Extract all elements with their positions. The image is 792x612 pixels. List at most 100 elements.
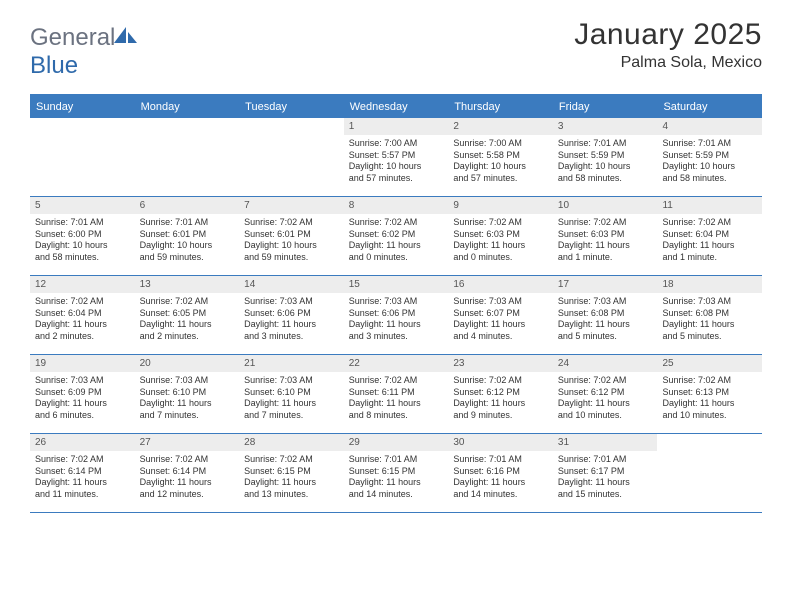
day-info: Sunrise: 7:03 AMSunset: 6:10 PMDaylight:… (239, 372, 344, 426)
day-sunrise: Sunrise: 7:01 AM (453, 454, 548, 466)
day-sunset: Sunset: 6:15 PM (349, 466, 444, 478)
day-info: Sunrise: 7:03 AMSunset: 6:06 PMDaylight:… (239, 293, 344, 347)
day-day1: Daylight: 11 hours (453, 398, 548, 410)
day-sunset: Sunset: 6:15 PM (244, 466, 339, 478)
day-sunrise: Sunrise: 7:02 AM (140, 454, 235, 466)
day-cell: 3Sunrise: 7:01 AMSunset: 5:59 PMDaylight… (553, 118, 658, 196)
day-day2: and 12 minutes. (140, 489, 235, 501)
week-row: 5Sunrise: 7:01 AMSunset: 6:00 PMDaylight… (30, 197, 762, 276)
day-sunrise: Sunrise: 7:02 AM (662, 375, 757, 387)
day-number: 6 (135, 197, 240, 214)
day-day1: Daylight: 11 hours (662, 319, 757, 331)
day-header-mon: Monday (135, 96, 240, 118)
day-info: Sunrise: 7:00 AMSunset: 5:58 PMDaylight:… (448, 135, 553, 189)
day-cell: 6Sunrise: 7:01 AMSunset: 6:01 PMDaylight… (135, 197, 240, 275)
day-day2: and 13 minutes. (244, 489, 339, 501)
day-day2: and 8 minutes. (349, 410, 444, 422)
day-sunrise: Sunrise: 7:03 AM (244, 375, 339, 387)
day-sunset: Sunset: 6:00 PM (35, 229, 130, 241)
day-number: 30 (448, 434, 553, 451)
day-header-wed: Wednesday (344, 96, 449, 118)
day-info: Sunrise: 7:03 AMSunset: 6:08 PMDaylight:… (553, 293, 658, 347)
day-number: 3 (553, 118, 658, 135)
day-day1: Daylight: 11 hours (453, 240, 548, 252)
day-cell: 5Sunrise: 7:01 AMSunset: 6:00 PMDaylight… (30, 197, 135, 275)
day-number: 8 (344, 197, 449, 214)
day-day2: and 1 minute. (558, 252, 653, 264)
day-day2: and 7 minutes. (244, 410, 339, 422)
day-number: 14 (239, 276, 344, 293)
week-row: 12Sunrise: 7:02 AMSunset: 6:04 PMDayligh… (30, 276, 762, 355)
day-day2: and 15 minutes. (558, 489, 653, 501)
day-day2: and 1 minute. (662, 252, 757, 264)
day-number: 7 (239, 197, 344, 214)
day-info: Sunrise: 7:02 AMSunset: 6:12 PMDaylight:… (553, 372, 658, 426)
week-row: 1Sunrise: 7:00 AMSunset: 5:57 PMDaylight… (30, 118, 762, 197)
calendar: Sunday Monday Tuesday Wednesday Thursday… (30, 94, 762, 513)
day-sunrise: Sunrise: 7:02 AM (35, 296, 130, 308)
day-day2: and 58 minutes. (662, 173, 757, 185)
day-number: 12 (30, 276, 135, 293)
day-info: Sunrise: 7:02 AMSunset: 6:14 PMDaylight:… (135, 451, 240, 505)
day-sunrise: Sunrise: 7:00 AM (349, 138, 444, 150)
day-number: 26 (30, 434, 135, 451)
day-header-tue: Tuesday (239, 96, 344, 118)
day-day1: Daylight: 11 hours (558, 240, 653, 252)
day-day1: Daylight: 11 hours (35, 398, 130, 410)
day-info: Sunrise: 7:02 AMSunset: 6:15 PMDaylight:… (239, 451, 344, 505)
day-day1: Daylight: 11 hours (558, 319, 653, 331)
day-sunset: Sunset: 6:10 PM (244, 387, 339, 399)
day-info: Sunrise: 7:02 AMSunset: 6:04 PMDaylight:… (657, 214, 762, 268)
day-header-row: Sunday Monday Tuesday Wednesday Thursday… (30, 96, 762, 118)
day-number: 22 (344, 355, 449, 372)
day-day1: Daylight: 11 hours (453, 477, 548, 489)
day-cell: 13Sunrise: 7:02 AMSunset: 6:05 PMDayligh… (135, 276, 240, 354)
day-day2: and 2 minutes. (140, 331, 235, 343)
logo-general: General (30, 24, 115, 51)
day-header-thu: Thursday (448, 96, 553, 118)
day-day1: Daylight: 11 hours (558, 477, 653, 489)
day-cell: 7Sunrise: 7:02 AMSunset: 6:01 PMDaylight… (239, 197, 344, 275)
day-sunrise: Sunrise: 7:02 AM (349, 217, 444, 229)
day-day1: Daylight: 11 hours (244, 319, 339, 331)
day-day1: Daylight: 11 hours (140, 398, 235, 410)
day-number: 15 (344, 276, 449, 293)
day-info: Sunrise: 7:02 AMSunset: 6:02 PMDaylight:… (344, 214, 449, 268)
day-day2: and 10 minutes. (662, 410, 757, 422)
day-sunrise: Sunrise: 7:02 AM (453, 375, 548, 387)
day-sunrise: Sunrise: 7:03 AM (35, 375, 130, 387)
week-row: 26Sunrise: 7:02 AMSunset: 6:14 PMDayligh… (30, 434, 762, 513)
day-info: Sunrise: 7:03 AMSunset: 6:07 PMDaylight:… (448, 293, 553, 347)
location: Palma Sola, Mexico (574, 54, 762, 72)
day-number: 23 (448, 355, 553, 372)
day-cell: 26Sunrise: 7:02 AMSunset: 6:14 PMDayligh… (30, 434, 135, 512)
day-cell: 27Sunrise: 7:02 AMSunset: 6:14 PMDayligh… (135, 434, 240, 512)
day-sunset: Sunset: 6:04 PM (35, 308, 130, 320)
day-sunset: Sunset: 6:01 PM (140, 229, 235, 241)
day-number: 20 (135, 355, 240, 372)
day-sunset: Sunset: 6:16 PM (453, 466, 548, 478)
day-info: Sunrise: 7:02 AMSunset: 6:03 PMDaylight:… (553, 214, 658, 268)
day-info: Sunrise: 7:03 AMSunset: 6:10 PMDaylight:… (135, 372, 240, 426)
day-cell: 1Sunrise: 7:00 AMSunset: 5:57 PMDaylight… (344, 118, 449, 196)
day-sunset: Sunset: 6:13 PM (662, 387, 757, 399)
day-day2: and 5 minutes. (662, 331, 757, 343)
day-day2: and 59 minutes. (244, 252, 339, 264)
day-info: Sunrise: 7:02 AMSunset: 6:04 PMDaylight:… (30, 293, 135, 347)
day-info: Sunrise: 7:03 AMSunset: 6:08 PMDaylight:… (657, 293, 762, 347)
day-sunset: Sunset: 5:58 PM (453, 150, 548, 162)
day-cell: 28Sunrise: 7:02 AMSunset: 6:15 PMDayligh… (239, 434, 344, 512)
day-sunset: Sunset: 6:02 PM (349, 229, 444, 241)
day-sunset: Sunset: 6:12 PM (453, 387, 548, 399)
day-day1: Daylight: 10 hours (558, 161, 653, 173)
day-header-sun: Sunday (30, 96, 135, 118)
logo-text: GeneralBlue (30, 24, 139, 80)
day-info: Sunrise: 7:02 AMSunset: 6:05 PMDaylight:… (135, 293, 240, 347)
day-number: 4 (657, 118, 762, 135)
day-day1: Daylight: 11 hours (244, 477, 339, 489)
day-cell: 8Sunrise: 7:02 AMSunset: 6:02 PMDaylight… (344, 197, 449, 275)
day-header-sat: Saturday (657, 96, 762, 118)
day-number: 2 (448, 118, 553, 135)
day-cell: 16Sunrise: 7:03 AMSunset: 6:07 PMDayligh… (448, 276, 553, 354)
day-cell: 23 Sunrise: 7:02 AMSunset: 6:12 PMDayligh… (448, 355, 553, 433)
